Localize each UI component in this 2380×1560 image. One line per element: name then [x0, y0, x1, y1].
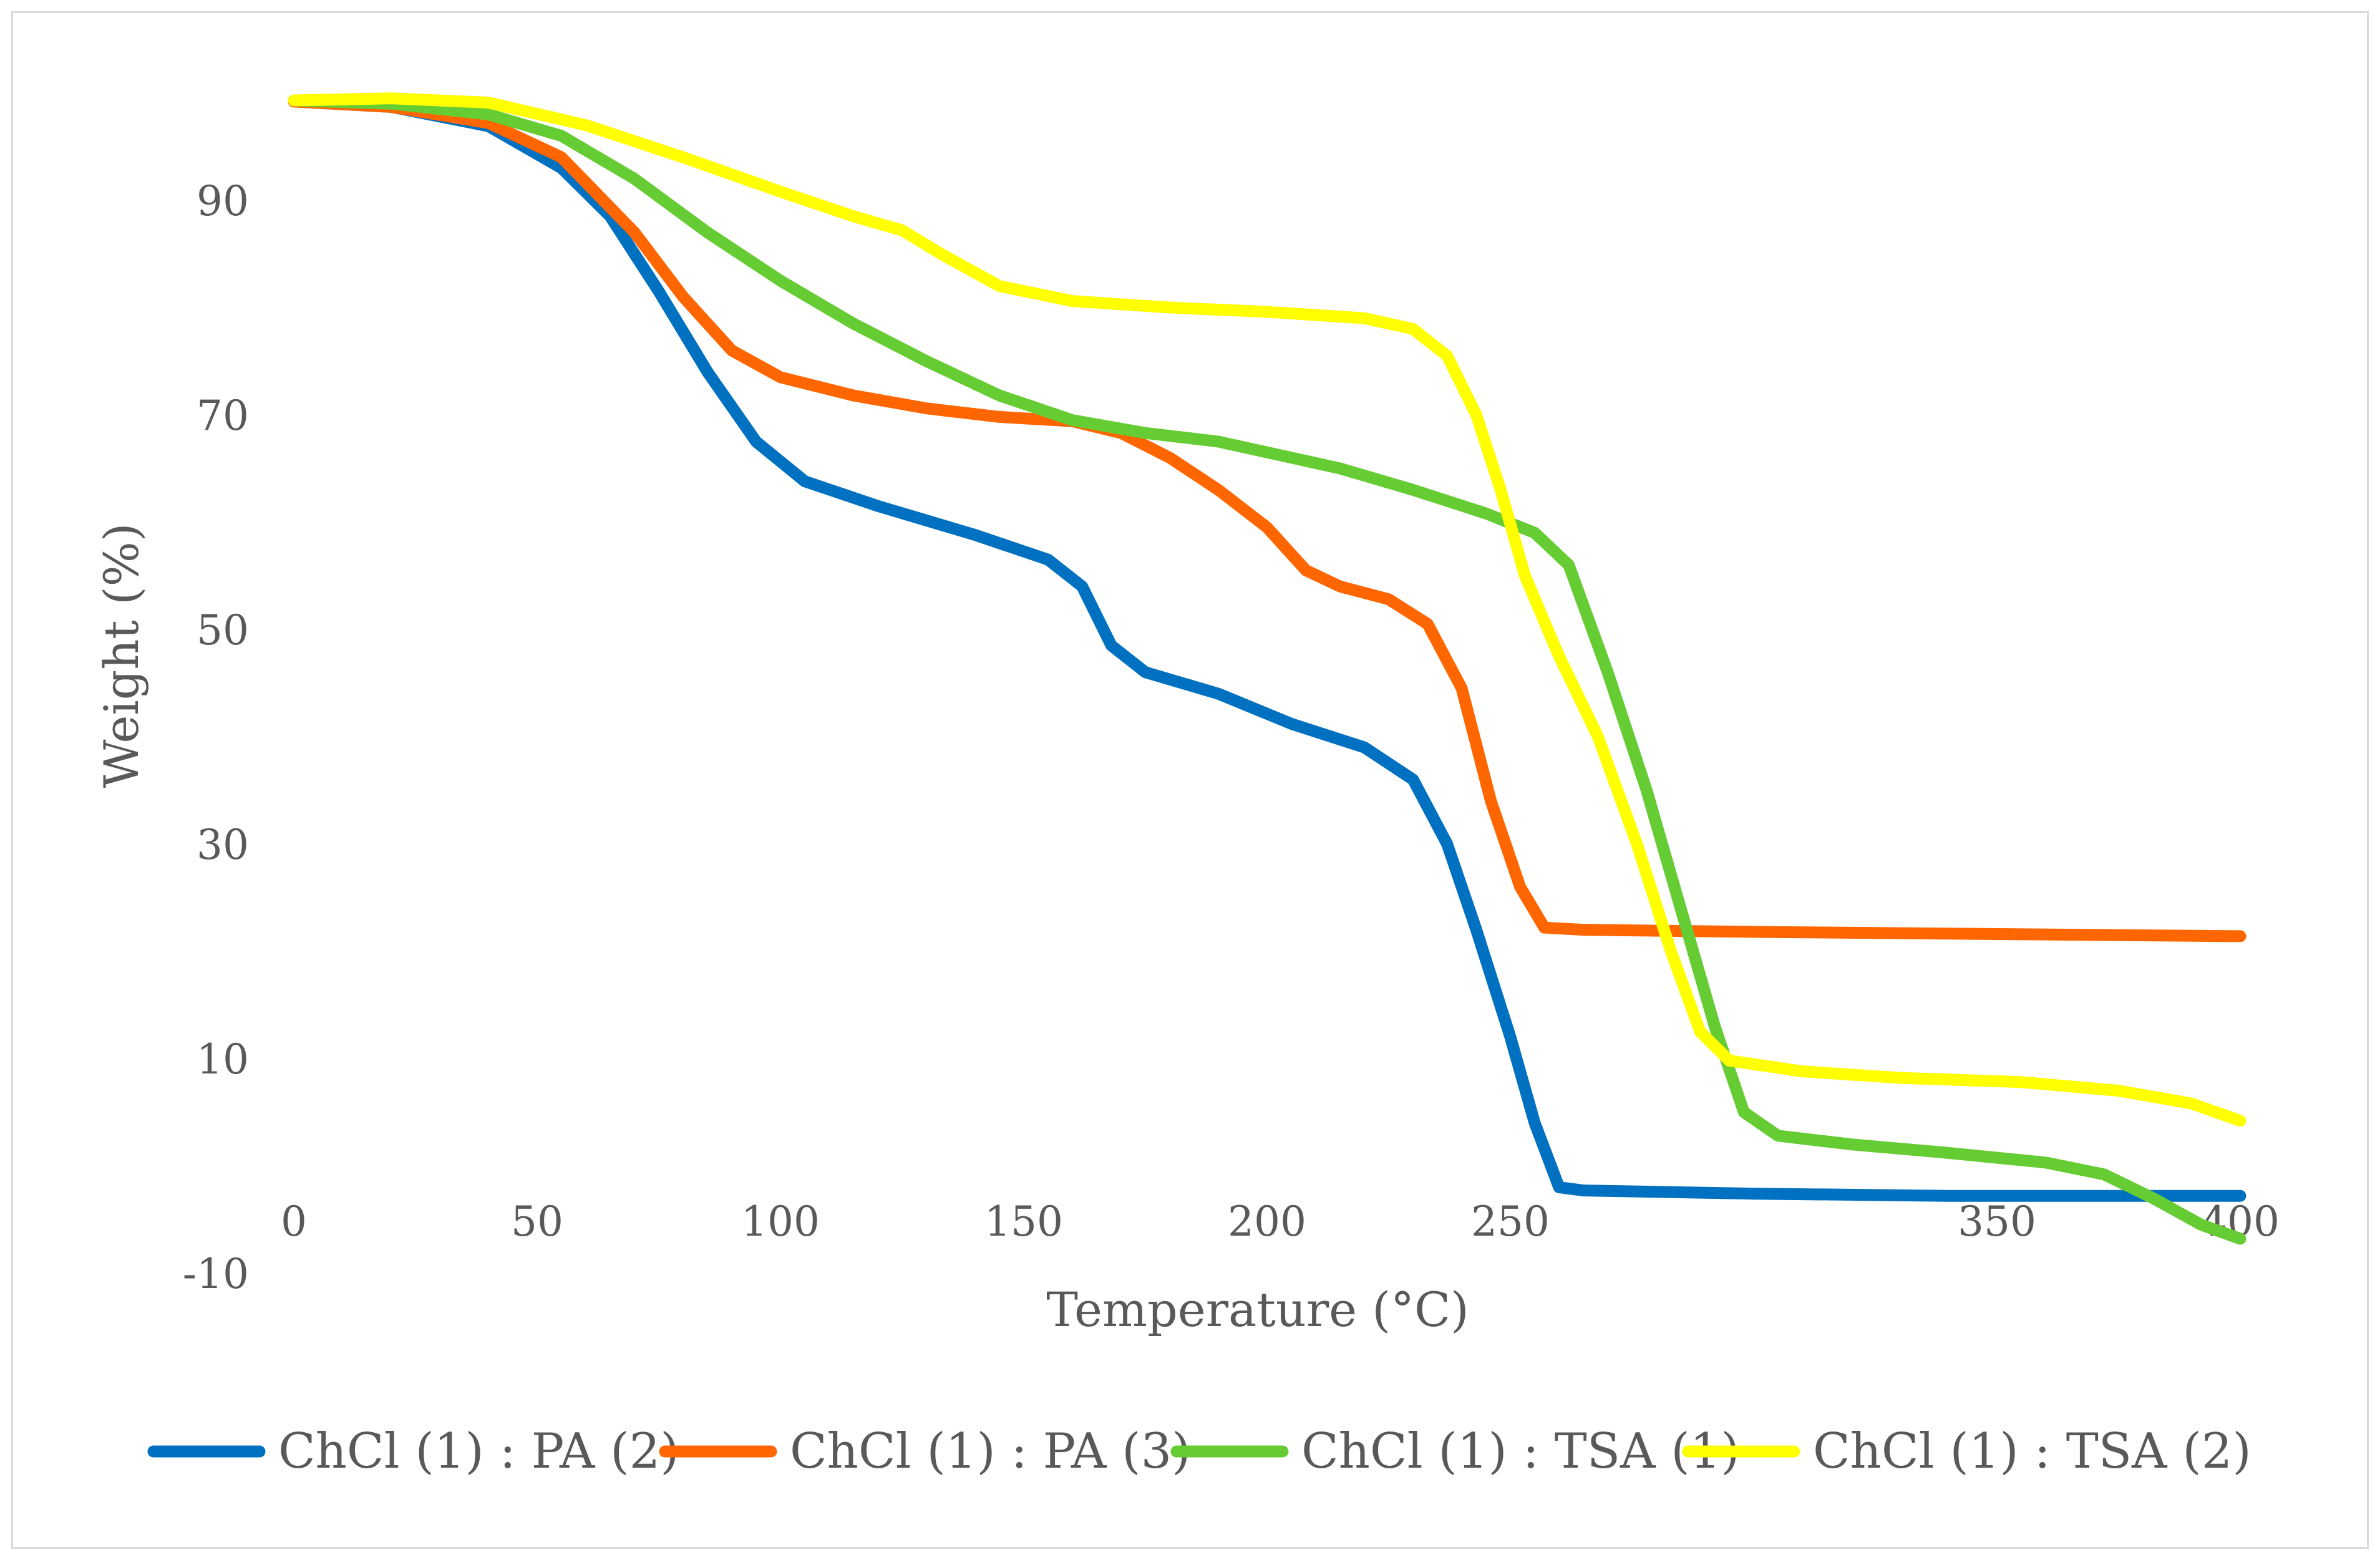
x-tick-label: 350: [1958, 1198, 2036, 1246]
series-line-2: [288, 95, 2246, 942]
chart-frame: -10 10 30 50 70 90 0 50 100 150 200 250 350 400 Temp…: [11, 11, 2369, 1549]
y-tick-label: 10: [197, 1035, 249, 1083]
legend: ChCl (1) : PA (2) ChCl (1) : PA (3) ChCl (…: [147, 1423, 2251, 1480]
x-tick-label: 250: [1471, 1198, 1550, 1246]
y-tick-label: 50: [197, 606, 249, 654]
series-lines: [288, 92, 2246, 1245]
y-axis-title: Weight (%): [94, 523, 149, 788]
x-tick-label: 0: [281, 1198, 307, 1246]
legend-label-4: ChCl (1) : TSA (2): [1813, 1423, 2251, 1480]
x-axis-title: Temperature (°C): [1046, 1282, 1469, 1337]
x-tick-label: 150: [984, 1198, 1063, 1246]
x-axis-ticks: 0 50 100 150 200 250 350 400: [281, 1198, 2280, 1246]
series-line-1: [288, 95, 2246, 1202]
y-tick-label: 90: [197, 177, 249, 225]
series-line-4: [288, 92, 2246, 1127]
x-tick-label: 100: [741, 1198, 820, 1246]
y-axis-ticks: -10 10 30 50 70 90: [183, 177, 249, 1298]
x-tick-label: 200: [1228, 1198, 1306, 1246]
y-tick-label: 30: [197, 821, 249, 869]
legend-label-3: ChCl (1) : TSA (1): [1301, 1423, 1740, 1480]
legend-label-1: ChCl (1) : PA (2): [278, 1423, 679, 1480]
series-line-3: [288, 94, 2246, 1245]
x-tick-label: 50: [511, 1198, 563, 1246]
y-tick-label: -10: [183, 1250, 249, 1298]
legend-label-2: ChCl (1) : PA (3): [790, 1423, 1191, 1480]
y-tick-label: 70: [197, 392, 249, 440]
